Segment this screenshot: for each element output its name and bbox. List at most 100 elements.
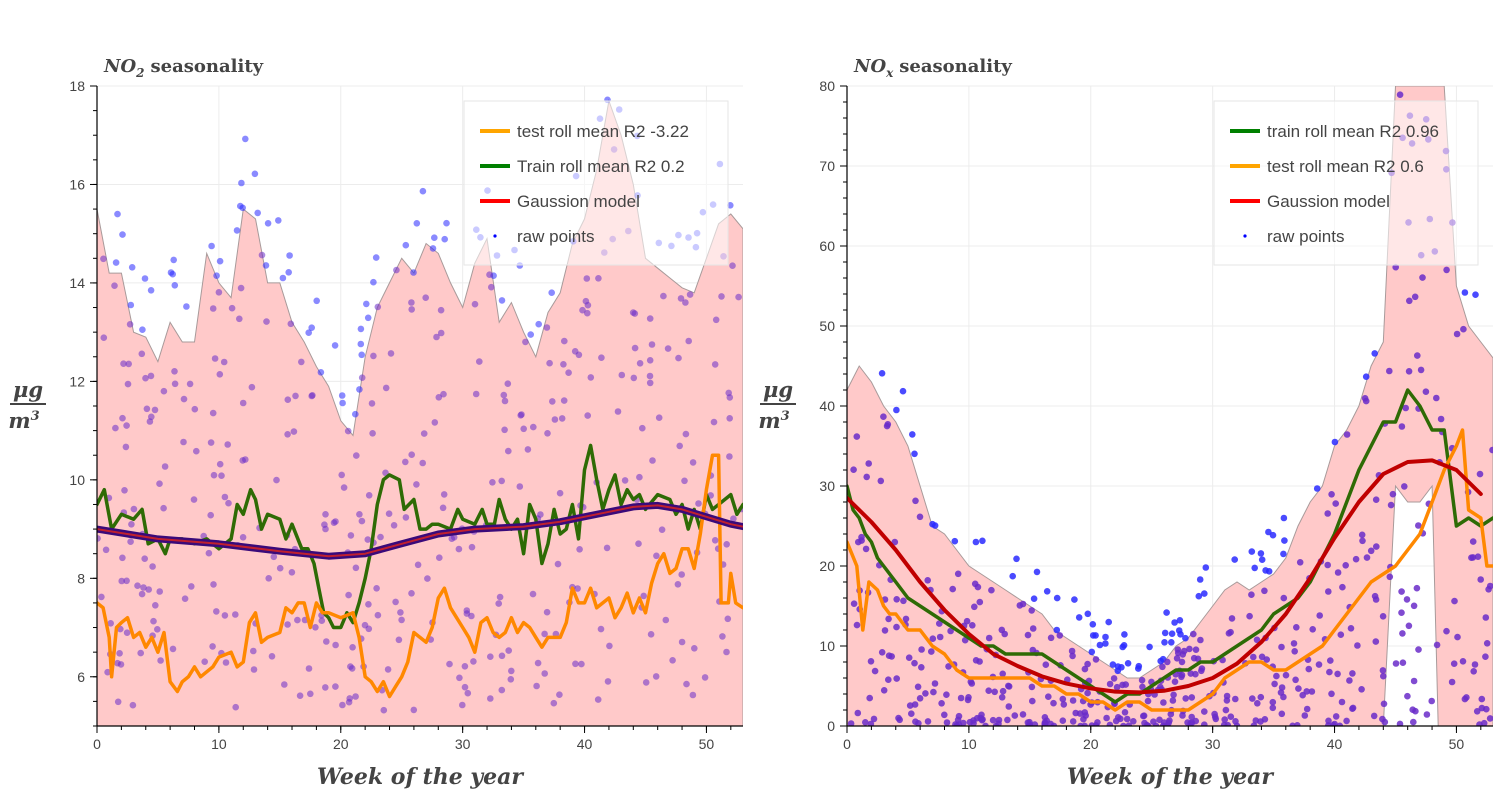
raw-point: [1088, 722, 1096, 726]
legend-swatch: [493, 234, 497, 238]
raw-point: [180, 395, 188, 403]
raw-point: [1454, 633, 1461, 641]
raw-point: [288, 569, 296, 576]
raw-point: [1161, 639, 1168, 646]
raw-point: [1269, 531, 1277, 539]
raw-point: [561, 337, 568, 345]
raw-point: [339, 701, 346, 709]
raw-point: [862, 719, 869, 726]
y-tick-label: 40: [819, 398, 835, 414]
raw-point: [1471, 661, 1479, 668]
raw-point: [675, 354, 682, 362]
raw-point: [372, 254, 380, 261]
raw-point: [576, 546, 583, 553]
raw-point: [1198, 665, 1206, 672]
raw-point: [1106, 721, 1114, 726]
raw-point: [1280, 594, 1288, 602]
raw-point: [1308, 688, 1316, 695]
raw-point: [323, 638, 330, 645]
raw-point: [124, 380, 132, 388]
raw-point: [1139, 683, 1146, 691]
raw-point: [677, 295, 685, 302]
raw-point: [322, 511, 329, 518]
legend-label: raw points: [1267, 227, 1344, 246]
raw-point: [915, 720, 922, 726]
raw-point: [1028, 607, 1035, 614]
raw-point: [725, 389, 732, 397]
raw-point: [128, 264, 136, 271]
raw-point: [1182, 634, 1189, 642]
raw-point: [1069, 652, 1076, 660]
raw-point: [380, 706, 388, 714]
raw-point: [1005, 703, 1013, 710]
raw-point: [1334, 670, 1341, 678]
raw-point: [1343, 431, 1351, 438]
y-tick-label: 0: [827, 718, 835, 734]
raw-point: [885, 615, 892, 623]
raw-point: [1072, 709, 1079, 717]
raw-point: [501, 397, 509, 405]
raw-point: [1102, 633, 1109, 641]
raw-point: [347, 532, 355, 539]
raw-point: [1231, 556, 1238, 563]
raw-point: [1084, 689, 1091, 697]
raw-point: [1326, 668, 1333, 676]
raw-point: [583, 275, 591, 282]
raw-point: [190, 496, 198, 503]
raw-point: [1029, 646, 1037, 654]
raw-point: [100, 255, 107, 263]
raw-point: [346, 695, 354, 702]
raw-point: [294, 616, 301, 624]
raw-point: [1337, 631, 1345, 638]
raw-point: [498, 686, 506, 694]
raw-point: [353, 452, 360, 459]
raw-point: [236, 315, 243, 323]
raw-point: [936, 620, 943, 627]
raw-point: [298, 358, 305, 366]
plot-area: [847, 86, 1493, 726]
raw-point: [97, 535, 101, 542]
raw-point: [1169, 697, 1177, 704]
raw-point: [1265, 528, 1272, 536]
raw-point: [258, 251, 266, 259]
raw-point: [1415, 522, 1422, 529]
raw-point: [1187, 720, 1194, 726]
raw-point: [382, 384, 390, 392]
raw-point: [945, 663, 952, 670]
raw-point: [516, 483, 524, 490]
raw-point: [595, 275, 602, 282]
raw-point: [1176, 617, 1184, 624]
raw-point: [1291, 648, 1298, 655]
raw-point: [121, 487, 128, 494]
raw-point: [279, 274, 287, 282]
raw-point: [1399, 659, 1407, 666]
raw-point: [370, 278, 377, 286]
raw-point: [129, 701, 137, 709]
raw-point: [1177, 631, 1184, 638]
raw-point: [463, 607, 471, 614]
raw-point: [402, 514, 410, 521]
raw-point: [1197, 636, 1204, 644]
raw-point: [500, 391, 508, 399]
raw-point: [943, 691, 950, 698]
raw-point: [1339, 583, 1346, 591]
raw-point: [104, 668, 111, 676]
raw-point: [1328, 690, 1335, 698]
raw-point: [1157, 657, 1164, 665]
spread-band: [847, 86, 1493, 726]
raw-point: [853, 433, 861, 440]
raw-point: [1469, 538, 1477, 545]
legend-label: train roll mean R2 0.96: [1267, 122, 1439, 141]
raw-point: [970, 717, 977, 724]
raw-point: [1045, 693, 1052, 700]
raw-point: [1380, 672, 1387, 680]
raw-point: [1396, 91, 1404, 98]
raw-point: [193, 447, 200, 455]
raw-point: [963, 617, 971, 625]
raw-point: [1043, 588, 1051, 595]
raw-point: [968, 680, 976, 687]
raw-point: [642, 679, 650, 686]
raw-point: [574, 585, 581, 592]
raw-point: [224, 441, 231, 448]
raw-point: [169, 645, 177, 653]
